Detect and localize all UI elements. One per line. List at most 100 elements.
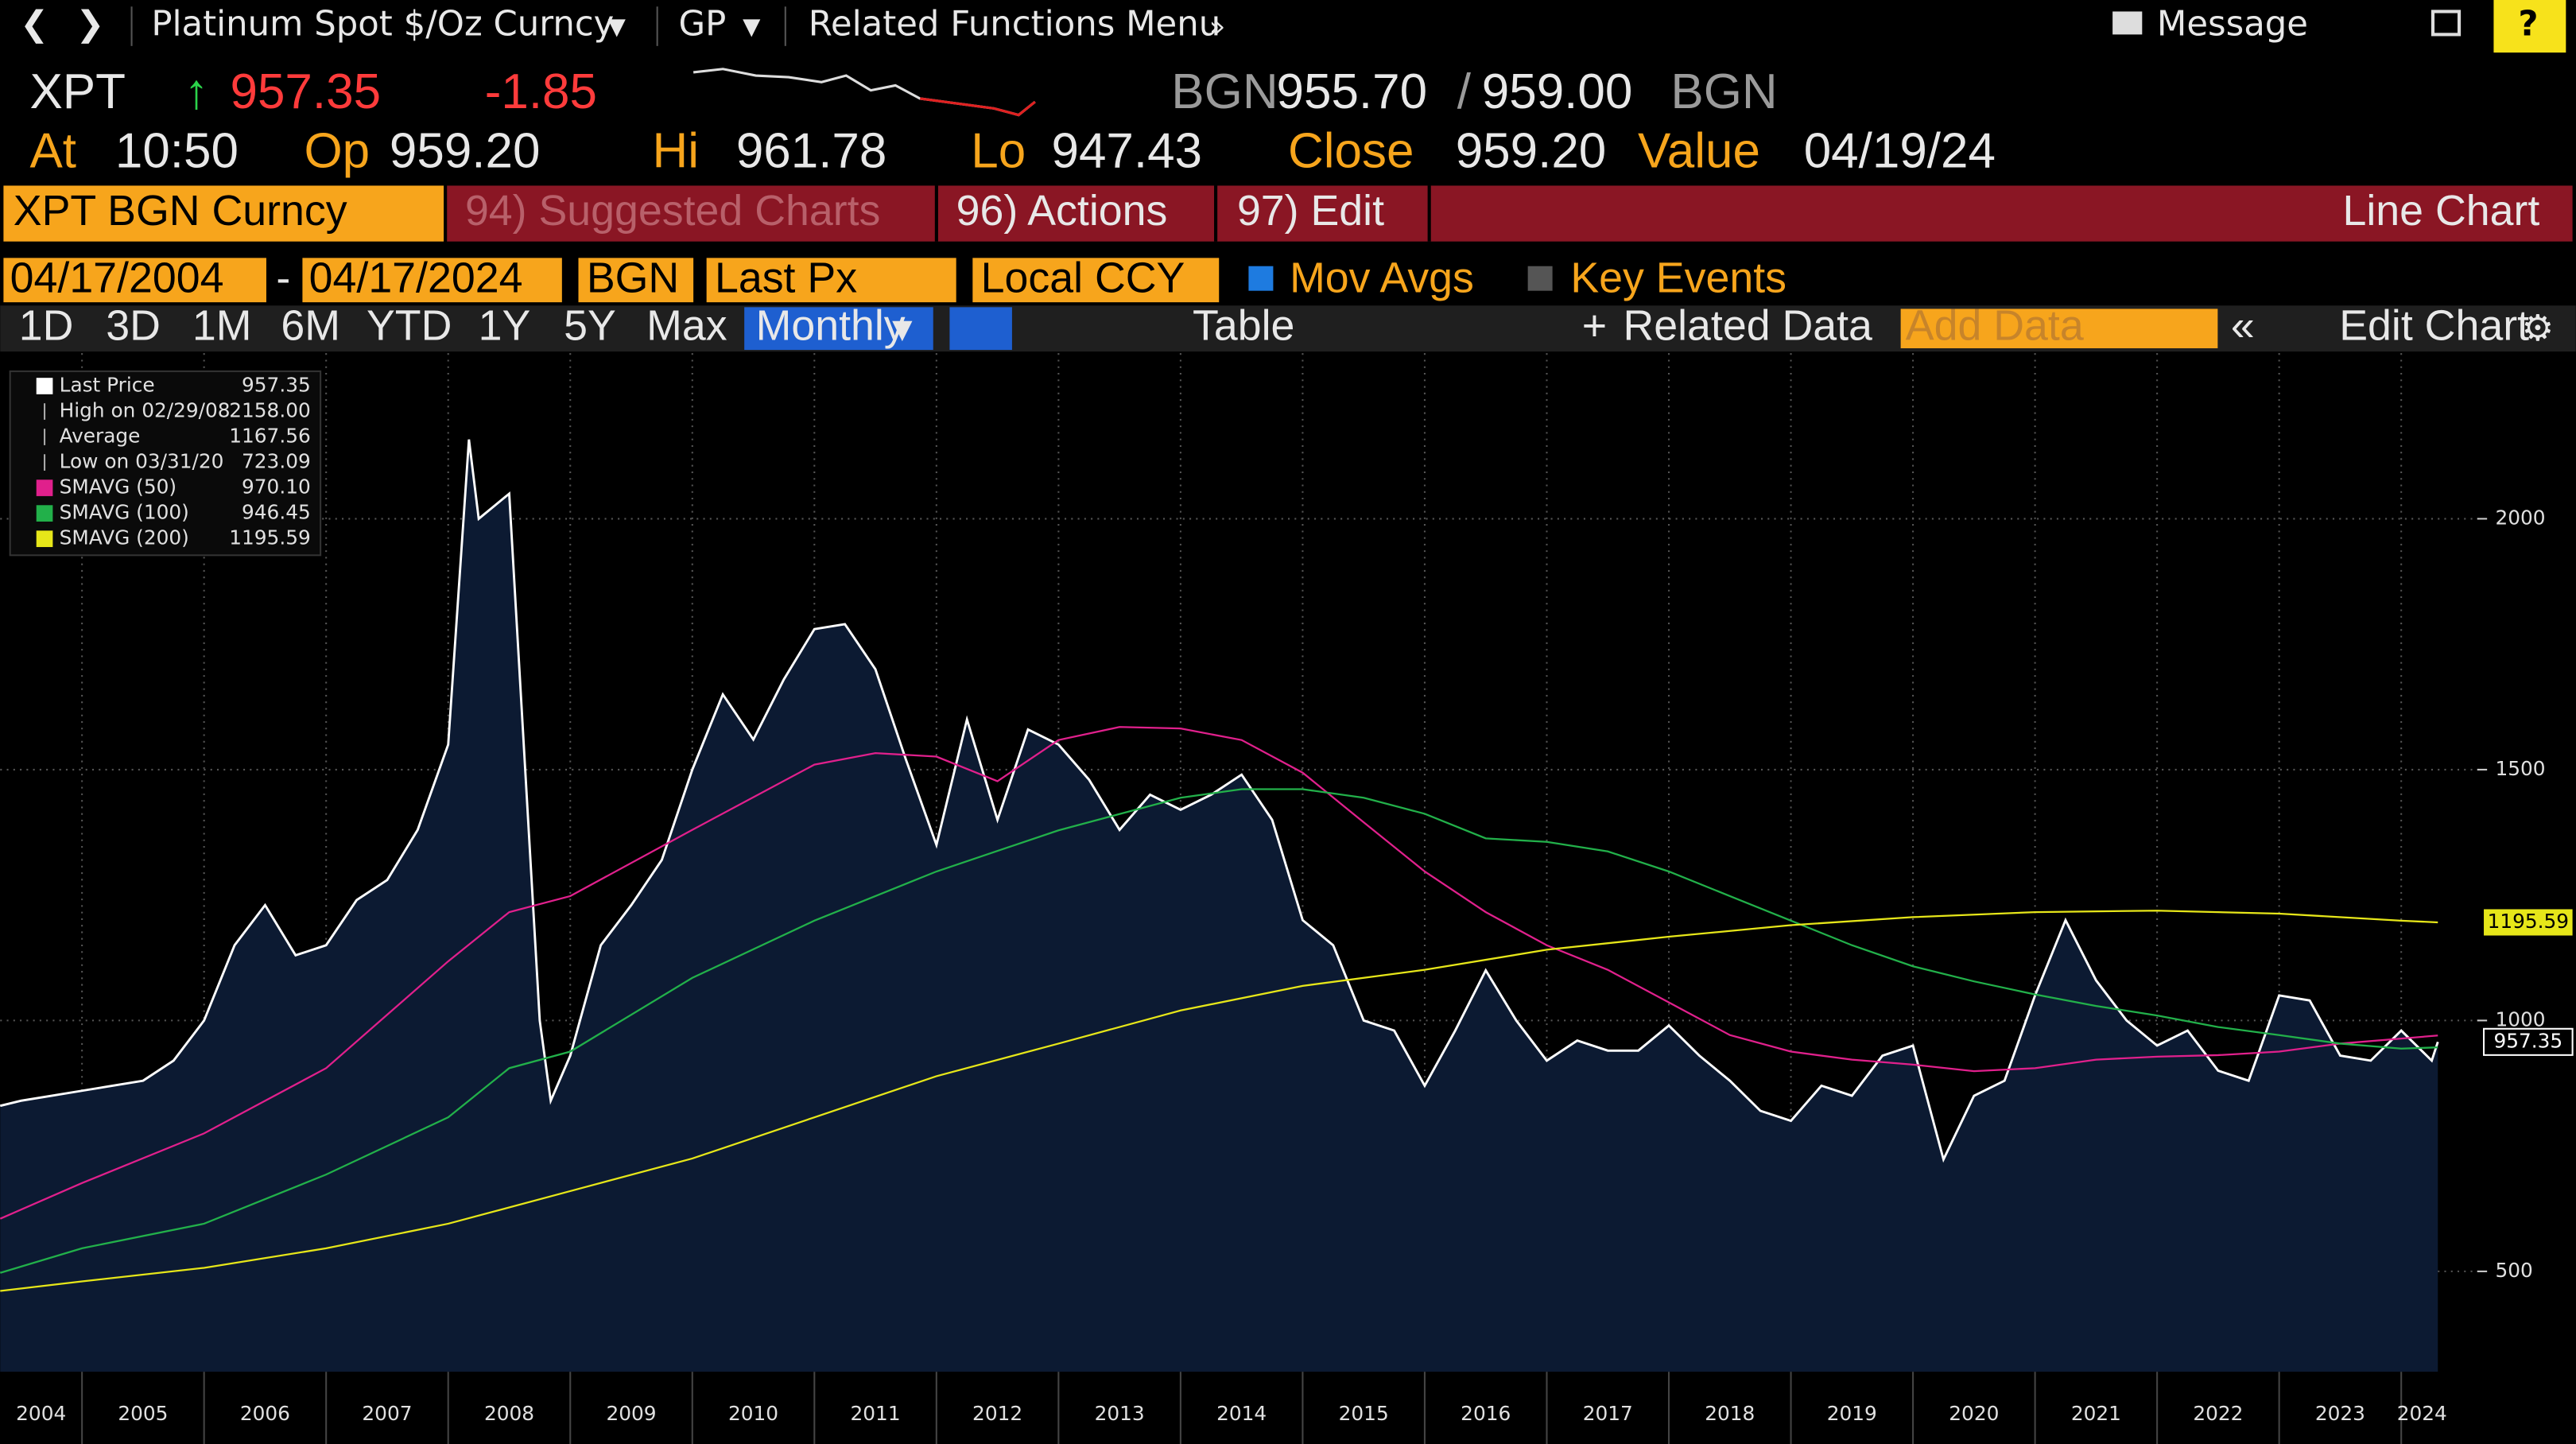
x-tick-label: 2010 xyxy=(728,1402,778,1425)
suggested-charts[interactable]: 94) Suggested Charts xyxy=(465,187,880,235)
legend-value: 1167.56 xyxy=(229,425,310,448)
x-tick-label: 2017 xyxy=(1583,1402,1633,1425)
date-dash: - xyxy=(276,254,290,301)
x-tick-label: 2014 xyxy=(1216,1402,1267,1425)
ask: 959.00 xyxy=(1482,64,1633,119)
field-box[interactable] xyxy=(706,258,956,303)
period-button[interactable]: 1Y xyxy=(479,301,531,349)
period-button[interactable]: 1M xyxy=(192,301,252,349)
source-box[interactable] xyxy=(578,258,694,303)
time-label: At xyxy=(29,124,76,179)
message-icon xyxy=(2112,11,2143,35)
y-tick-label: 500 xyxy=(2495,1259,2532,1282)
line-tool[interactable] xyxy=(949,307,1012,351)
value-label: Value xyxy=(1638,124,1760,179)
price-area xyxy=(0,439,2438,1372)
open: 959.20 xyxy=(390,124,541,179)
message-button[interactable]: Message xyxy=(2157,5,2308,45)
price-line xyxy=(0,439,2439,1163)
last-value-box xyxy=(2483,1027,2574,1056)
frequency-box[interactable] xyxy=(744,307,933,351)
dropdown-arrow: ▼ xyxy=(892,313,913,344)
back-button[interactable]: ❮ xyxy=(20,5,48,45)
start-date-box[interactable] xyxy=(3,258,266,303)
dropdown-arrow: ▼ xyxy=(608,13,627,40)
window-icon[interactable] xyxy=(2431,10,2462,37)
legend-value: 957.35 xyxy=(242,374,311,397)
chart-kind: Line Chart xyxy=(2342,187,2539,235)
period-button[interactable]: 1D xyxy=(19,301,74,349)
bid: 955.70 xyxy=(1277,64,1428,119)
forward-button[interactable]: ❯ xyxy=(76,5,104,45)
x-tick-label: 2021 xyxy=(2071,1402,2121,1425)
x-tick-label: 2023 xyxy=(2315,1402,2365,1425)
low-label: Lo xyxy=(971,124,1026,179)
time: 10:50 xyxy=(115,124,239,179)
currency-box[interactable] xyxy=(972,258,1220,303)
net-change: -1.85 xyxy=(485,64,597,119)
value-date: 04/19/24 xyxy=(1804,124,1996,179)
x-tick-label: 2009 xyxy=(606,1402,656,1425)
sparkline-down xyxy=(920,97,1036,117)
period-button[interactable]: 5Y xyxy=(564,301,616,349)
legend-swatch xyxy=(36,530,53,547)
ask-source: BGN xyxy=(1670,64,1777,119)
x-tick-label: 2008 xyxy=(484,1402,534,1425)
table-button[interactable]: Table xyxy=(1193,301,1294,349)
period-button[interactable]: YTD xyxy=(367,301,452,349)
end-date-box[interactable] xyxy=(302,258,562,303)
period-button[interactable]: 3D xyxy=(106,301,161,349)
related-functions-menu[interactable]: Related Functions Menu xyxy=(809,5,1221,45)
legend-value: 970.10 xyxy=(242,476,311,499)
field: Last Px xyxy=(715,254,857,301)
edit-chart[interactable]: Edit Chart xyxy=(2339,301,2529,349)
close-label: Close xyxy=(1288,124,1414,179)
collapse-button[interactable]: « xyxy=(2231,301,2255,349)
x-axis-band xyxy=(0,1372,2576,1444)
settings-icon[interactable]: ⚙ xyxy=(2522,307,2555,349)
x-tick-label: 2004 xyxy=(16,1402,66,1425)
legend-label: Last Price xyxy=(60,374,155,397)
legend-label: SMAVG (200) xyxy=(60,526,189,549)
last-value-box xyxy=(2484,909,2573,936)
add-data: Add Data xyxy=(1906,301,2084,349)
legend-value: 1195.59 xyxy=(229,526,310,549)
edit-menu[interactable]: 97) Edit xyxy=(1237,187,1384,235)
actions-menu[interactable]: 96) Actions xyxy=(956,187,1168,235)
moving-average-line xyxy=(0,726,2438,1220)
legend-label: Average xyxy=(60,425,141,448)
high: 961.78 xyxy=(736,124,887,179)
function-bar xyxy=(447,185,2573,242)
legend-swatch xyxy=(36,378,53,394)
up-arrow: ↑ xyxy=(184,64,209,119)
security-menu[interactable]: Platinum Spot $/Oz Curncy xyxy=(151,5,614,45)
end-date: 04/17/2024 xyxy=(309,254,523,301)
period-button[interactable]: 6M xyxy=(281,301,340,349)
legend-value: 723.09 xyxy=(242,450,311,473)
period-button[interactable]: Max xyxy=(646,301,727,349)
high-label: Hi xyxy=(652,124,699,179)
mov-avgs-checkbox[interactable] xyxy=(1248,266,1274,291)
x-tick-label: 2024 xyxy=(2397,1402,2447,1425)
key-events-checkbox[interactable] xyxy=(1527,266,1553,291)
y-tick-label: 1000 xyxy=(2495,1007,2545,1031)
x-tick-label: 2020 xyxy=(1949,1402,1999,1425)
legend-value: 946.45 xyxy=(242,501,311,524)
source-menu[interactable]: GP xyxy=(679,5,727,45)
y-tick-label: 1500 xyxy=(2495,757,2545,780)
currency: Local CCY xyxy=(981,254,1185,301)
plus-icon: + xyxy=(1582,301,1607,349)
moving-average-line xyxy=(0,788,2438,1274)
legend-label: High on 02/29/08 xyxy=(60,399,231,422)
key-events[interactable]: Key Events xyxy=(1570,254,1787,301)
chart: 500 1000 1500 2000 2004 2005 2006 2007 2008 2009 2… xyxy=(0,353,2576,1444)
security-box[interactable] xyxy=(3,185,444,242)
x-tick-label: 2006 xyxy=(240,1402,290,1425)
start-date: 04/17/2004 xyxy=(10,254,224,301)
mov-avgs[interactable]: Mov Avgs xyxy=(1290,254,1474,301)
help-box[interactable] xyxy=(2493,0,2566,53)
add-data-box[interactable] xyxy=(1900,309,2218,348)
related-data[interactable]: Related Data xyxy=(1623,301,1872,349)
last-value-label: 957.35 xyxy=(2493,1029,2562,1052)
